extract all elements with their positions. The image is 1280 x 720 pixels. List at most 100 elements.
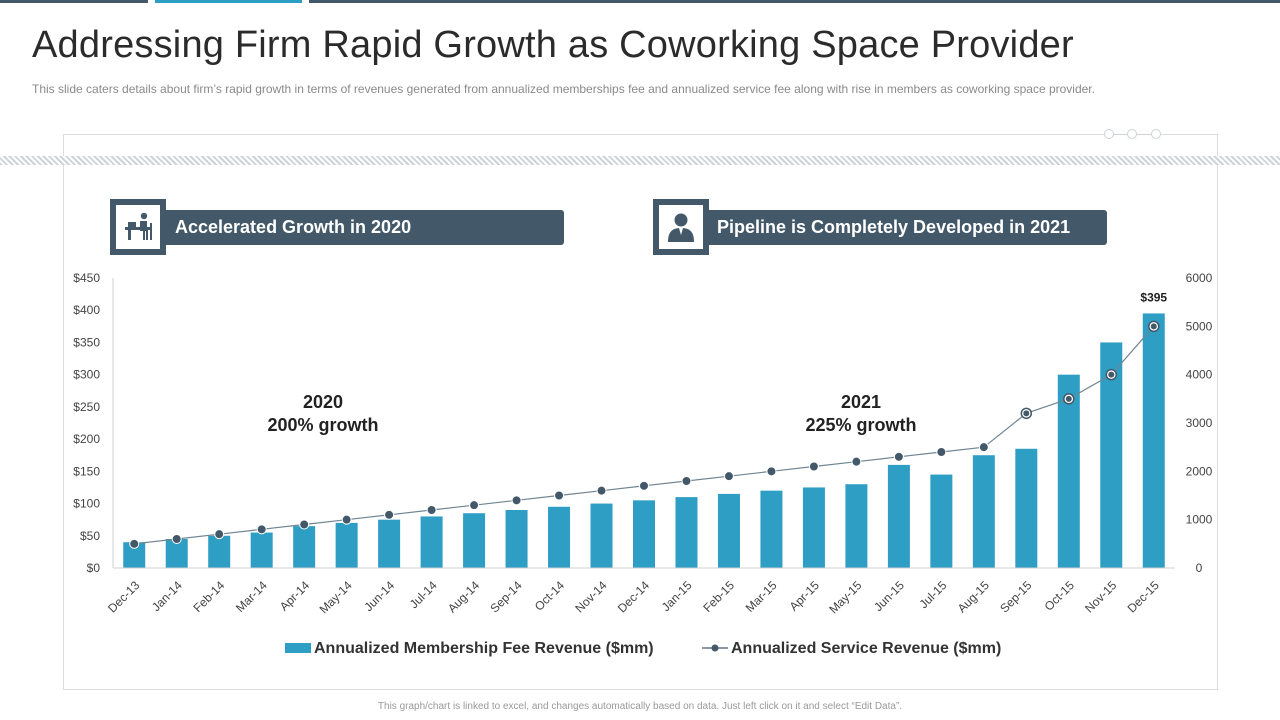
x-tick-label: Aug-14 xyxy=(445,578,482,615)
bar-membership-fee xyxy=(930,474,953,568)
decorative-dot xyxy=(1127,129,1137,139)
bar-membership-fee xyxy=(633,500,655,568)
annotation-2020-growth: 200% growth xyxy=(267,415,378,435)
top-accent-bar-middle xyxy=(155,0,302,3)
x-tick-label: Jan-14 xyxy=(149,578,185,614)
line-marker-service-revenue xyxy=(766,466,777,477)
x-tick-label: Apr-15 xyxy=(787,578,823,614)
legend-line-marker xyxy=(711,644,719,652)
legend-bar-swatch xyxy=(285,643,311,653)
bar-membership-fee xyxy=(760,490,783,568)
x-tick-label: Nov-14 xyxy=(572,578,609,615)
x-tick-label: Jan-15 xyxy=(659,578,695,614)
line-marker-service-revenue xyxy=(341,514,352,525)
y-left-tick-label: $300 xyxy=(73,368,100,382)
y-right-tick-label: 4000 xyxy=(1186,368,1213,382)
bar-membership-fee xyxy=(505,510,528,568)
line-marker-service-revenue-core xyxy=(1065,395,1072,402)
banner-icon-box-left xyxy=(110,199,166,255)
x-tick-label: Mar-14 xyxy=(233,578,270,615)
page-title: Addressing Firm Rapid Growth as Coworkin… xyxy=(32,24,1074,66)
banner-pipeline-developed: Pipeline is Completely Developed in 2021 xyxy=(693,210,1107,245)
chart-frame xyxy=(63,134,1218,690)
x-tick-label: Oct-15 xyxy=(1042,578,1078,614)
y-right-tick-label: 5000 xyxy=(1186,319,1213,333)
annotation-2020-year: 2020 xyxy=(303,392,343,412)
y-left-tick-label: $450 xyxy=(73,271,100,285)
decorative-hatch-strip xyxy=(0,156,1280,165)
y-left-tick-label: $350 xyxy=(73,335,100,349)
line-marker-service-revenue xyxy=(978,442,989,453)
desk-worker-icon xyxy=(116,205,160,249)
line-marker-service-revenue xyxy=(851,456,862,467)
line-marker-service-revenue xyxy=(384,509,395,520)
banner-icon-box-right xyxy=(653,199,709,255)
banner-accelerated-growth: Accelerated Growth in 2020 xyxy=(150,210,564,245)
y-left-tick-label: $250 xyxy=(73,400,100,414)
bar-membership-fee xyxy=(802,487,825,568)
bar-membership-fee xyxy=(208,535,231,568)
bar-membership-fee xyxy=(548,506,571,568)
bar-membership-fee xyxy=(250,532,273,568)
x-tick-label: Jun-14 xyxy=(361,578,397,614)
footer-note: This graph/chart is linked to excel, and… xyxy=(377,701,903,712)
x-tick-label: Dec-13 xyxy=(105,578,142,615)
bar-membership-fee xyxy=(463,513,486,568)
y-left-tick-label: $0 xyxy=(87,561,101,575)
y-left-tick-label: $50 xyxy=(80,529,100,543)
line-marker-service-revenue xyxy=(171,534,182,544)
bar-membership-fee xyxy=(293,526,316,568)
line-marker-service-revenue xyxy=(299,519,310,530)
line-marker-service-revenue xyxy=(596,485,607,496)
y-right-tick-label: 3000 xyxy=(1186,416,1213,430)
legend-membership-label: Annualized Membership Fee Revenue ($mm) xyxy=(314,640,654,657)
y-left-tick-label: $100 xyxy=(73,497,100,511)
annotation-2021-growth: 225% growth xyxy=(805,415,916,435)
x-tick-label: Nov-15 xyxy=(1082,578,1119,615)
line-marker-service-revenue xyxy=(639,480,649,491)
line-marker-service-revenue xyxy=(893,451,904,462)
y-left-tick-label: $200 xyxy=(73,432,100,446)
x-tick-label: Apr-14 xyxy=(277,578,313,614)
bar-membership-fee xyxy=(1015,448,1038,568)
y-right-tick-label: 1000 xyxy=(1186,513,1213,527)
x-tick-label: May-15 xyxy=(826,578,864,616)
x-tick-label: Sep-15 xyxy=(997,578,1034,615)
x-tick-label: Sep-14 xyxy=(487,578,524,615)
data-label-dec-15: $395 xyxy=(1140,290,1167,304)
bar-membership-fee xyxy=(675,497,698,568)
x-tick-label: Aug-15 xyxy=(955,578,992,615)
x-tick-label: Oct-14 xyxy=(532,578,568,614)
top-accent-bar-right xyxy=(309,0,1280,3)
line-marker-service-revenue xyxy=(426,505,437,515)
bar-membership-fee xyxy=(123,542,146,568)
decorative-dot xyxy=(1151,129,1161,139)
bar-membership-fee xyxy=(1057,374,1080,568)
y-right-tick-label: 0 xyxy=(1196,561,1203,575)
bar-membership-fee xyxy=(845,484,868,568)
line-marker-service-revenue xyxy=(723,471,734,482)
bar-membership-fee xyxy=(335,522,358,568)
line-marker-service-revenue xyxy=(469,500,480,511)
bar-membership-fee xyxy=(165,539,188,568)
line-marker-service-revenue xyxy=(129,538,140,549)
y-right-tick-label: 6000 xyxy=(1186,271,1213,285)
x-tick-label: Dec-14 xyxy=(615,578,652,615)
bar-membership-fee xyxy=(1142,313,1165,568)
top-accent-bar-left xyxy=(0,0,148,3)
line-marker-service-revenue xyxy=(681,476,692,486)
line-marker-service-revenue xyxy=(808,461,819,472)
x-tick-label: Jul-14 xyxy=(407,578,440,611)
x-tick-label: May-14 xyxy=(317,578,355,616)
line-marker-service-revenue xyxy=(936,447,947,457)
x-tick-label: Feb-15 xyxy=(700,578,737,615)
decorative-dot xyxy=(1104,129,1114,139)
line-marker-service-revenue xyxy=(214,529,225,540)
bar-membership-fee xyxy=(887,464,910,568)
x-tick-label: Dec-15 xyxy=(1125,578,1162,615)
bar-membership-fee xyxy=(972,455,995,568)
x-tick-label: Mar-15 xyxy=(743,578,780,615)
y-left-tick-label: $400 xyxy=(73,303,100,317)
y-left-tick-label: $150 xyxy=(73,464,100,478)
